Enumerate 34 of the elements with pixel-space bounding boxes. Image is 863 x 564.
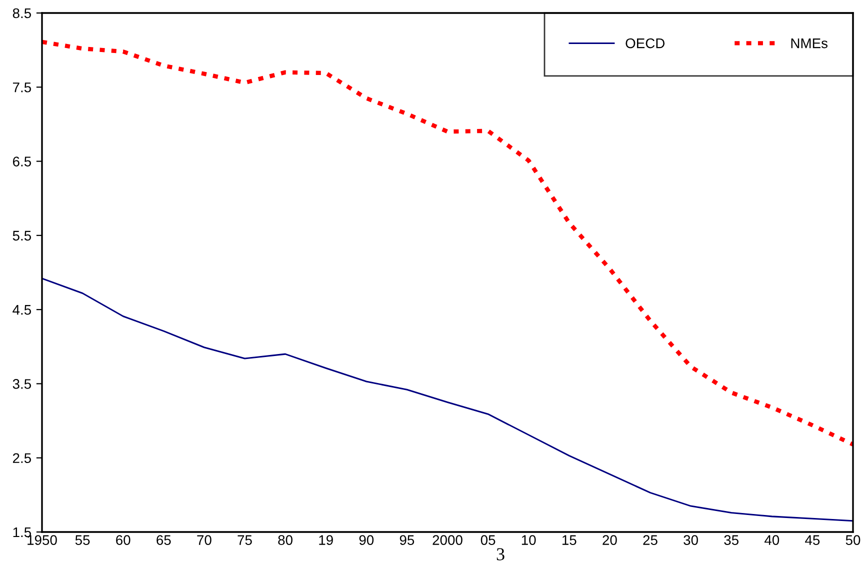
- y-tick-label: 4.5: [12, 305, 32, 315]
- y-tick-label: 8.5: [12, 8, 32, 18]
- x-tick-label: 20: [602, 535, 617, 545]
- x-tick-label: 95: [400, 535, 414, 545]
- x-tick-label: 70: [197, 535, 212, 545]
- x-tick-label: 75: [238, 535, 252, 545]
- y-tick-label: 6.5: [12, 156, 32, 166]
- x-tick-label: 35: [724, 535, 738, 545]
- y-tick-label: 7.5: [12, 82, 32, 92]
- line-series: [42, 278, 853, 522]
- x-tick-label: 45: [805, 535, 820, 545]
- text: 3: [496, 548, 504, 560]
- x-tick-label: 25: [643, 535, 658, 545]
- y-tick-label: 2.5: [12, 453, 32, 464]
- y-tick-label: 3.5: [12, 379, 32, 389]
- x-tick-label: 65: [156, 535, 171, 545]
- x-tick-label: 60: [116, 535, 130, 545]
- x-tick-label: 10: [522, 535, 536, 545]
- legend-label: NMEs: [791, 38, 828, 48]
- x-tick-label: 90: [359, 535, 374, 545]
- y-tick-label: 1.5: [13, 527, 32, 538]
- y-tick-label: 5.5: [12, 230, 32, 241]
- x-tick-label: 19: [319, 535, 333, 545]
- x-tick-label: 15: [562, 535, 576, 545]
- x-tick-label: 05: [480, 535, 496, 545]
- x-tick-label: 50: [846, 535, 860, 545]
- x-tick-label: 40: [764, 535, 780, 545]
- x-tick-label: 55: [75, 535, 90, 545]
- x-tick-label: 2000: [432, 535, 462, 545]
- x-tick-label: 1950: [28, 535, 57, 545]
- x-tick-label: 80: [278, 535, 292, 545]
- x-tick-label: 30: [684, 535, 698, 545]
- line-series: [42, 40, 853, 447]
- legend-label: OECD: [626, 38, 665, 48]
